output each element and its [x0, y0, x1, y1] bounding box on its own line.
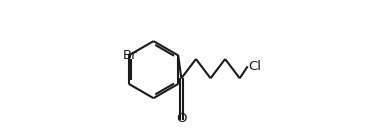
Text: O: O: [176, 112, 187, 125]
Text: Br: Br: [123, 49, 137, 62]
Text: Cl: Cl: [248, 60, 261, 73]
